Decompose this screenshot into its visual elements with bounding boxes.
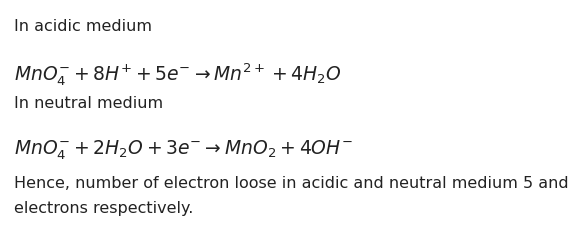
Text: electrons respectively.: electrons respectively. (14, 201, 193, 216)
Text: Hence, number of electron loose in acidic and neutral medium 5 and 3: Hence, number of electron loose in acidi… (14, 176, 568, 191)
Text: $MnO_{4}^{-} + 8H^{+} + 5e^{-} \rightarrow Mn^{2+} + 4H_{2}O$: $MnO_{4}^{-} + 8H^{+} + 5e^{-} \rightarr… (14, 61, 341, 88)
Text: In acidic medium: In acidic medium (14, 19, 152, 34)
Text: In neutral medium: In neutral medium (14, 96, 163, 111)
Text: $MnO_{4}^{-} + 2H_{2}O + 3e^{-} \rightarrow MnO_{2} + 4OH^{-}$: $MnO_{4}^{-} + 2H_{2}O + 3e^{-} \rightar… (14, 138, 353, 162)
